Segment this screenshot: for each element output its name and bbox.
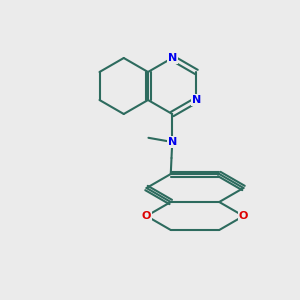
Text: N: N: [192, 95, 201, 105]
Text: N: N: [168, 53, 177, 63]
Text: O: O: [239, 211, 248, 221]
Text: O: O: [142, 211, 151, 221]
Text: N: N: [168, 137, 177, 147]
